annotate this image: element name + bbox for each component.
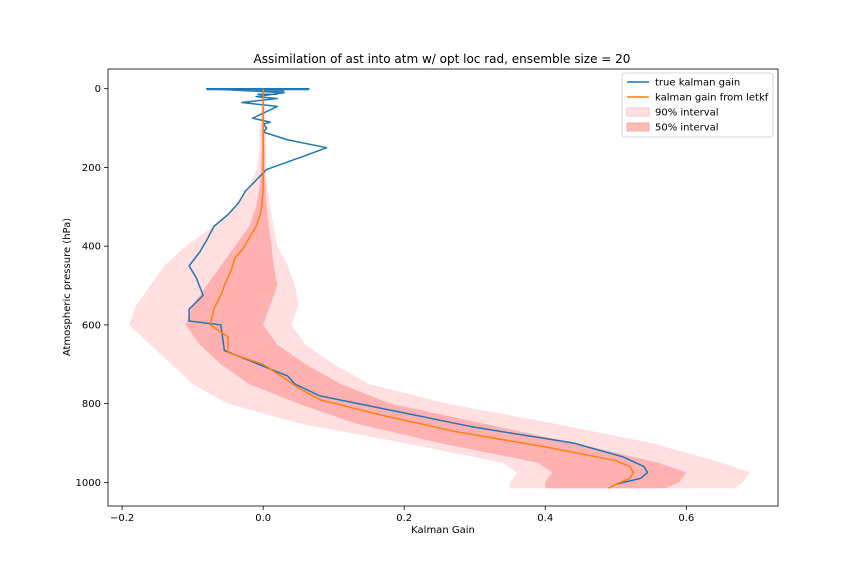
y-tick-label: 200 — [82, 163, 101, 174]
legend-label: true kalman gain — [655, 78, 740, 89]
legend-box — [621, 72, 774, 138]
y-tick-label: 800 — [82, 399, 101, 410]
legend-patch-swatch — [626, 107, 650, 117]
legend-patch-swatch — [626, 122, 650, 132]
legend-label: kalman gain from letkf — [655, 93, 769, 104]
y-axis-label: Atmospheric pressure (hPa) — [62, 218, 73, 356]
plot-frame — [107, 68, 779, 507]
x-tick-label: 0.4 — [537, 513, 553, 524]
x-tick-label: 0.2 — [396, 513, 412, 524]
y-axis: 0 200 400 600 800 1000 — [76, 84, 108, 489]
legend: true kalman gain kalman gain from letkf 90… — [621, 72, 774, 138]
plot-area — [129, 87, 750, 489]
true-kalman-gain-line — [188, 87, 649, 486]
x-axis-label: Kalman Gain — [411, 525, 475, 536]
x-axis: −0.2 0.0 0.2 0.4 0.6 — [110, 506, 694, 524]
x-tick-label: −0.2 — [110, 513, 134, 524]
y-tick-label: 1000 — [76, 478, 101, 489]
chart-title: Assimilation of ast into atm w/ opt loc … — [254, 52, 631, 66]
band-50-interval — [185, 88, 687, 489]
x-tick-label: 0.0 — [255, 513, 271, 524]
x-tick-label: 0.6 — [678, 513, 694, 524]
legend-label: 50% interval — [655, 123, 719, 134]
letkf-kalman-gain-line — [209, 88, 635, 489]
legend-label: 90% interval — [655, 108, 719, 119]
y-tick-label: 0 — [95, 84, 101, 95]
y-tick-label: 600 — [82, 320, 101, 331]
y-tick-label: 400 — [82, 242, 101, 253]
